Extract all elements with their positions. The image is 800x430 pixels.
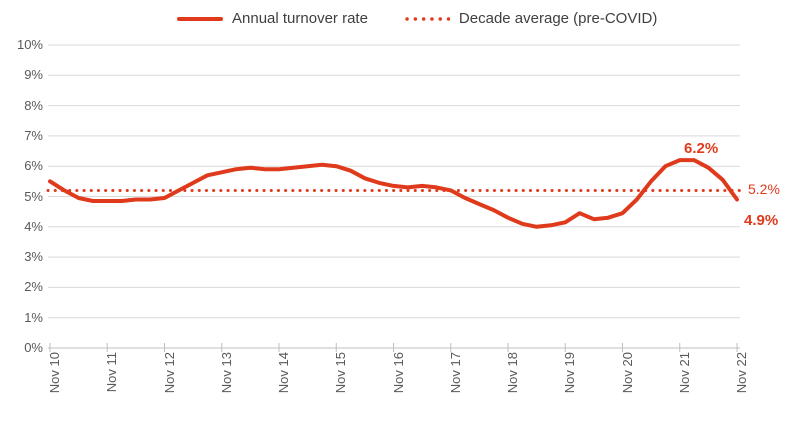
y-tick-label: 2% (24, 279, 43, 295)
x-tick-label: Nov 13 (218, 352, 234, 394)
x-tick-label: Nov 17 (447, 352, 463, 394)
dotted-line-swatch-icon (405, 16, 450, 21)
annotation-average-value: 5.2% (748, 181, 780, 197)
y-tick-label: 9% (24, 67, 43, 83)
y-tick-label: 10% (16, 37, 43, 52)
x-tick-label: Nov 16 (390, 352, 406, 394)
x-tick-label: Nov 19 (562, 352, 578, 394)
x-tick-label: Nov 15 (333, 352, 349, 394)
x-tick-label: Nov 21 (676, 352, 692, 394)
x-tick-label: Nov 20 (619, 352, 635, 394)
legend-label-decade-average: Decade average (pre-COVID) (458, 10, 658, 27)
y-tick-label: 5% (24, 188, 43, 204)
legend-item-decade-average: Decade average (pre-COVID) (404, 10, 657, 27)
x-axis-ticks (49, 343, 738, 352)
y-tick-label: 8% (24, 97, 43, 113)
y-tick-label: 6% (24, 158, 43, 174)
legend-label-annual-turnover: Annual turnover rate (232, 10, 368, 27)
y-tick-label: 1% (24, 309, 43, 325)
x-tick-label: Nov 18 (505, 352, 520, 394)
x-tick-label: Nov 22 (734, 352, 749, 394)
y-tick-label: 4% (24, 218, 43, 234)
y-tick-label: 0% (24, 340, 43, 355)
x-tick-label: Nov 12 (161, 352, 177, 394)
chart-legend: Annual turnover rate Decade average (pre… (177, 10, 657, 27)
y-tick-label: 3% (24, 249, 43, 265)
x-tick-label: Nov 11 (104, 352, 120, 393)
annotation-final-value: 4.9% (744, 212, 779, 229)
annual-turnover-line (48, 158, 739, 229)
x-tick-label: Nov 10 (47, 352, 62, 394)
gridlines (48, 44, 740, 349)
y-tick-label: 7% (24, 127, 43, 143)
legend-item-annual-turnover: Annual turnover rate (177, 10, 368, 27)
x-tick-label: Nov 14 (276, 352, 291, 394)
annotation-peak-value: 6.2% (684, 140, 719, 157)
solid-line-swatch-icon (177, 16, 223, 21)
